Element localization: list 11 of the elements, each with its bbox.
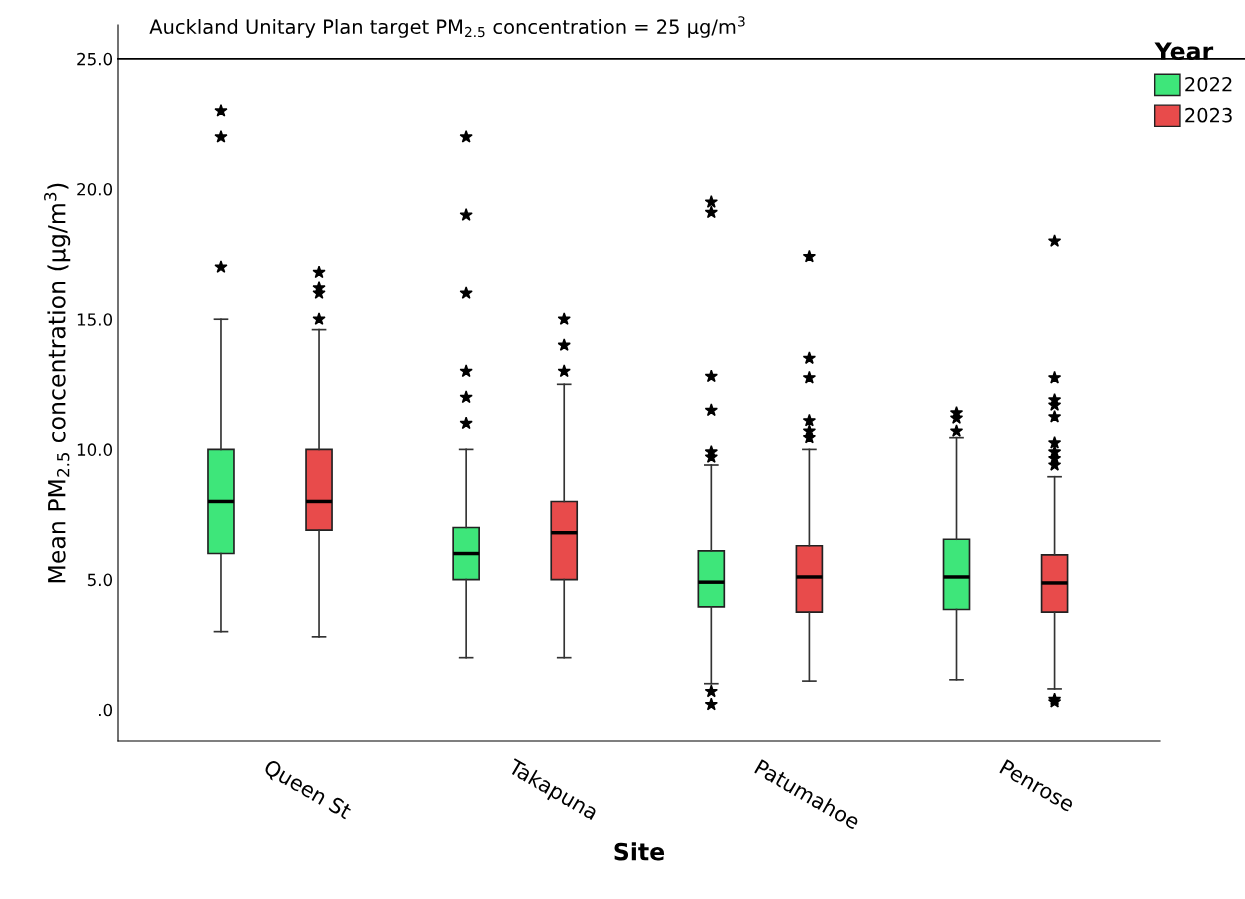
legend-label: 2023 — [1185, 107, 1232, 123]
y-tick-label: 5.0 — [87, 573, 113, 587]
legend-label: 2022 — [1185, 76, 1232, 92]
y-tick-label: 25.0 — [77, 52, 113, 66]
ref-line-label: Auckland Unitary Plan target PM$_{2.5}$ concentration = 25 µg/m$^{3}$ — [149, 16, 745, 38]
y-tick-label: 10.0 — [77, 443, 113, 456]
y-tick-label: 20.0 — [77, 182, 113, 196]
y-tick-label: .0 — [99, 703, 113, 717]
y-axis-title: Mean PM$_{2.5}$ concentration (µg/m$^{3}$) — [44, 183, 71, 583]
y-tick-label: 15.0 — [77, 313, 113, 326]
x-axis-title: Site — [614, 842, 665, 861]
